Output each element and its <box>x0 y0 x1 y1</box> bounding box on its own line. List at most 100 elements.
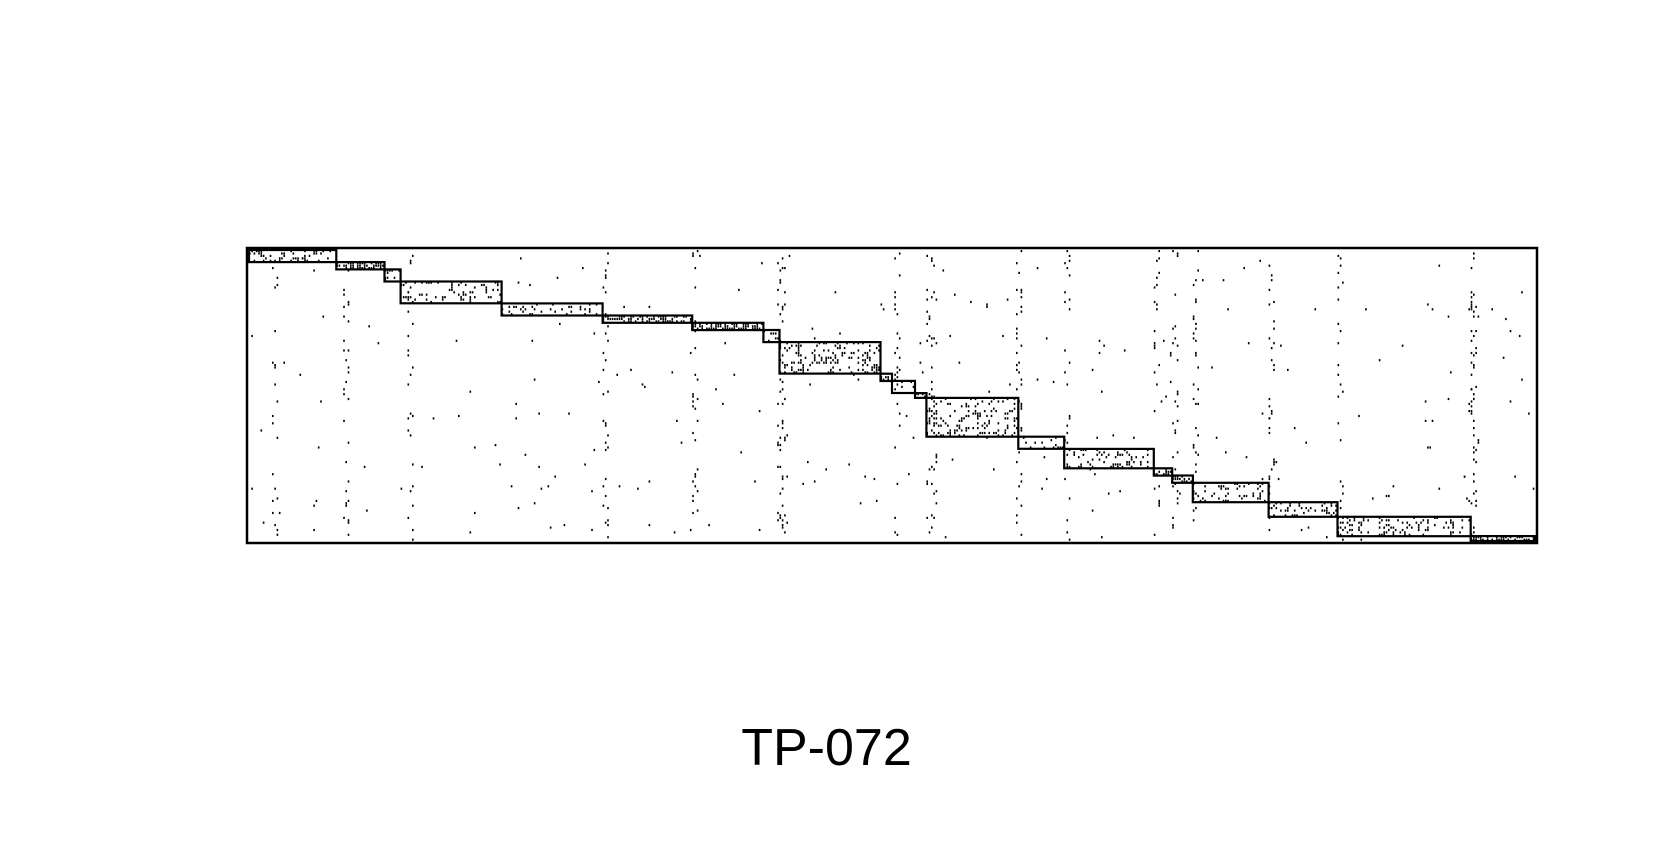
block-entry <box>784 364 786 367</box>
offblock-entry <box>607 446 609 449</box>
offblock-entry <box>1197 388 1200 391</box>
offblock-entry <box>591 528 593 532</box>
block-entry <box>699 325 701 328</box>
block-entry <box>850 356 853 359</box>
block-entry <box>745 327 747 330</box>
block-entry <box>1280 509 1282 512</box>
offblock-entry <box>515 417 518 420</box>
offblock-entry <box>931 414 933 418</box>
offblock-entry <box>1020 250 1023 253</box>
offblock-entry <box>834 291 837 294</box>
offblock-entry <box>896 533 899 536</box>
block-entry <box>1195 492 1197 495</box>
block-entry <box>1252 492 1255 495</box>
offblock-entry <box>1473 531 1475 534</box>
offblock-entry <box>1339 330 1342 333</box>
block-entry <box>1096 453 1099 456</box>
block-entry <box>935 412 938 415</box>
offblock-entry <box>591 490 593 493</box>
block-entry <box>1323 502 1326 505</box>
offblock-entry <box>1016 262 1018 265</box>
block-entry <box>694 325 697 328</box>
block-entry <box>756 322 759 325</box>
offblock-entry <box>781 419 784 422</box>
block-entry <box>1041 441 1043 444</box>
block-entry <box>1087 461 1089 464</box>
offblock-entry <box>1195 507 1197 510</box>
offblock-entry <box>692 252 694 255</box>
block-entry <box>363 264 366 267</box>
offblock-entry <box>1020 402 1023 405</box>
offblock-entry <box>1064 300 1066 304</box>
offblock-entry <box>1268 417 1271 420</box>
offblock-entry <box>1192 509 1195 512</box>
offblock-entry <box>777 465 779 468</box>
offblock-entry <box>299 373 302 376</box>
block-entry <box>1188 477 1190 481</box>
offblock-entry <box>894 257 896 260</box>
block-entry <box>435 296 437 299</box>
block-entry <box>350 267 352 270</box>
block-entry <box>1117 453 1119 456</box>
offblock-entry <box>696 509 699 512</box>
offblock-entry <box>1020 405 1023 408</box>
block-entry <box>685 315 687 318</box>
block-entry <box>1390 526 1392 529</box>
block-entry <box>1528 538 1530 541</box>
offblock-entry <box>781 361 784 364</box>
offblock-entry <box>602 351 605 355</box>
offblock-entry <box>1068 538 1071 541</box>
offblock-entry <box>692 431 694 435</box>
block-entry <box>1004 412 1007 415</box>
block-entry <box>1300 507 1303 510</box>
offblock-entry <box>781 422 784 425</box>
offblock-entry <box>1192 444 1195 447</box>
block-entry <box>414 298 416 301</box>
offblock-entry <box>1016 337 1018 340</box>
block-entry <box>1450 521 1452 524</box>
offblock-entry <box>278 511 281 515</box>
block-entry <box>1346 531 1349 534</box>
block-entry <box>1358 526 1360 529</box>
block-entry <box>862 354 864 357</box>
offblock-entry <box>779 378 782 381</box>
block-entry <box>1006 424 1009 427</box>
offblock-entry <box>857 378 860 381</box>
block-entry <box>1225 487 1227 490</box>
offblock-entry <box>779 444 782 447</box>
block-entry <box>1411 526 1413 529</box>
block-entry <box>990 410 993 413</box>
block-entry <box>269 259 272 262</box>
block-entry <box>967 410 970 413</box>
block-entry <box>1404 531 1406 534</box>
block-entry <box>878 349 880 352</box>
offblock-entry <box>531 313 534 316</box>
offblock-entry <box>1473 434 1475 437</box>
offblock-entry <box>931 514 933 517</box>
block-entry <box>356 264 359 267</box>
block-entry <box>825 342 828 345</box>
offblock-entry <box>905 414 908 418</box>
block-entry <box>754 327 756 330</box>
offblock-entry <box>1176 502 1179 505</box>
offblock-entry <box>926 322 929 325</box>
block-entry <box>1486 538 1489 541</box>
block-entry <box>425 298 428 301</box>
block-entry <box>1135 456 1138 459</box>
offblock-entry <box>1438 264 1441 267</box>
block-entry <box>405 296 407 299</box>
block-entry <box>327 257 329 260</box>
offblock-entry <box>692 499 694 502</box>
block-entry <box>1335 509 1337 512</box>
block-entry <box>1296 514 1298 517</box>
offblock-entry <box>1176 390 1179 393</box>
block-entry <box>1130 458 1133 461</box>
block-entry <box>588 303 591 306</box>
offblock-entry <box>1016 313 1018 316</box>
block-entry <box>1112 463 1115 466</box>
block-entry <box>1121 453 1124 456</box>
offblock-entry <box>1268 516 1271 519</box>
offblock-entry <box>825 468 828 471</box>
offblock-entry <box>692 400 694 403</box>
offblock-entry <box>1473 397 1475 401</box>
